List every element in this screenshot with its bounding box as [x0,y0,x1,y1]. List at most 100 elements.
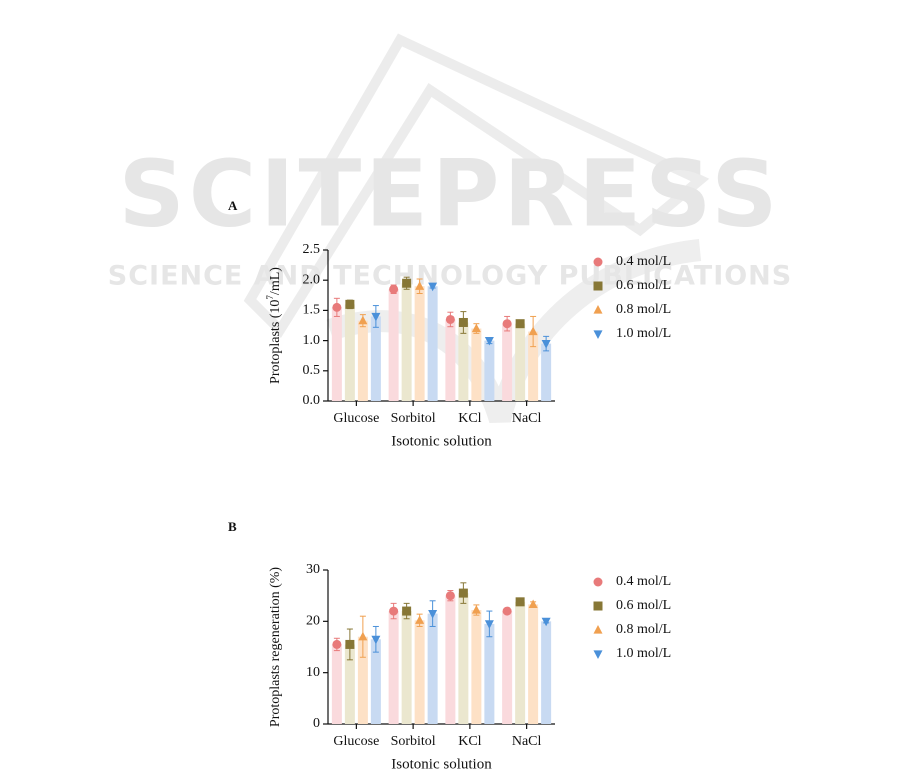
x-tick-label: Glucose [333,734,379,749]
bar [484,340,495,401]
bar [331,644,342,724]
y-axis-label-part: Protoplasts (10 [268,300,283,384]
bar [414,286,425,401]
marker [528,599,538,608]
x-tick-label: Sorbitol [391,734,436,749]
marker [358,315,368,325]
legend-label: 0.6 mol/L [616,278,671,293]
marker [471,323,481,333]
marker [445,591,455,601]
marker [458,317,468,327]
marker [484,620,494,629]
bar [445,319,456,401]
watermark-swoosh [243,33,710,338]
bar [331,307,342,401]
y-axis-label: Protoplasts (107/mL) [265,267,283,384]
y-tick-label: 0 [313,716,320,731]
marker [593,330,603,339]
marker [593,601,603,611]
bar [541,621,552,724]
bar [357,320,368,401]
y-tick-label: 1.5 [303,303,321,318]
y-tick-label: 10 [306,665,320,680]
bar [370,639,381,724]
y-tick-label: 20 [306,614,320,629]
marker [371,312,381,322]
marker [484,337,494,346]
legend-label: 1.0 mol/L [616,326,671,341]
marker [332,639,342,649]
marker [528,326,538,336]
marker [541,340,551,349]
marker [515,597,525,607]
marker [593,650,603,659]
marker [402,606,412,616]
x-axis-label: Isotonic solution [391,756,492,772]
bar [541,343,552,401]
bar [528,331,539,401]
bar [388,611,399,724]
marker [593,305,603,314]
bar [458,593,469,724]
bar [401,283,412,401]
marker [502,606,512,616]
y-axis-label: Protoplasts regeneration (%) [268,567,283,728]
bar [458,322,469,401]
bar [471,610,482,724]
legend-label: 1.0 mol/L [616,646,671,661]
x-axis-label: Isotonic solution [391,433,492,449]
marker [415,281,425,290]
bar [344,304,355,401]
legend-label: 0.8 mol/L [616,302,671,317]
bar [388,289,399,401]
bar [414,620,425,724]
x-tick-label: NaCl [512,411,542,426]
marker [471,605,481,614]
bar [502,323,513,401]
y-axis-label-part: Protoplasts regeneration (%) [268,567,283,728]
y-tick-label: 2.0 [303,272,321,287]
bar [427,286,438,401]
marker [593,281,603,291]
legend-label: 0.4 mol/L [616,574,671,589]
bar [401,611,412,724]
legend-label: 0.4 mol/L [616,254,671,269]
bar [445,595,456,724]
bar [357,636,368,724]
bar [471,328,482,401]
marker [515,319,525,329]
bar [370,316,381,401]
legend-label: 0.8 mol/L [616,622,671,637]
marker [502,319,512,329]
y-axis-label-part: /mL) [268,267,283,295]
bar [528,604,539,724]
y-tick-label: 2.5 [303,242,321,257]
marker [541,617,551,627]
marker [593,257,603,267]
watermark-title: SCITEPRESS [118,140,781,247]
marker [593,577,603,587]
y-axis-label-part: 7 [265,295,275,300]
bar [515,601,526,724]
y-tick-label: 30 [306,562,320,577]
marker [345,639,355,649]
legend-label: 0.6 mol/L [616,598,671,613]
bar [344,644,355,724]
x-tick-label: Glucose [333,411,379,426]
marker [389,284,399,294]
x-tick-label: Sorbitol [391,411,436,426]
marker [402,278,412,288]
marker [345,299,355,309]
bar [484,623,495,724]
panel-label: B [228,519,237,534]
marker [428,282,438,292]
x-tick-label: NaCl [512,734,542,749]
y-tick-label: 0.5 [303,363,321,378]
marker [428,610,438,619]
marker [358,631,368,641]
bar [515,323,526,401]
x-tick-label: KCl [458,734,481,749]
y-tick-label: 1.0 [303,333,321,348]
y-tick-label: 0.0 [303,393,321,408]
